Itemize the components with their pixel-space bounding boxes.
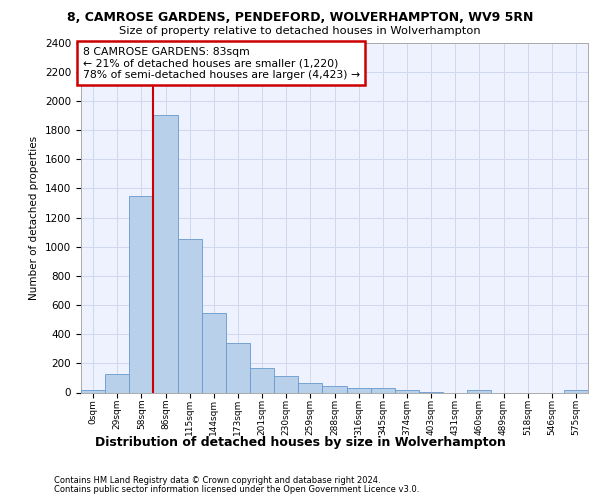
- Text: Distribution of detached houses by size in Wolverhampton: Distribution of detached houses by size …: [95, 436, 505, 449]
- Y-axis label: Number of detached properties: Number of detached properties: [29, 136, 40, 300]
- Text: 8 CAMROSE GARDENS: 83sqm
← 21% of detached houses are smaller (1,220)
78% of sem: 8 CAMROSE GARDENS: 83sqm ← 21% of detach…: [83, 47, 360, 80]
- Bar: [395, 390, 419, 392]
- Bar: [467, 390, 491, 392]
- Bar: [226, 343, 250, 392]
- Bar: [105, 374, 129, 392]
- Bar: [371, 388, 395, 392]
- Bar: [322, 386, 347, 392]
- Bar: [129, 196, 154, 392]
- Text: Size of property relative to detached houses in Wolverhampton: Size of property relative to detached ho…: [119, 26, 481, 36]
- Text: 8, CAMROSE GARDENS, PENDEFORD, WOLVERHAMPTON, WV9 5RN: 8, CAMROSE GARDENS, PENDEFORD, WOLVERHAM…: [67, 11, 533, 24]
- Bar: [274, 376, 298, 392]
- Bar: [347, 388, 371, 392]
- Bar: [250, 368, 274, 392]
- Bar: [202, 313, 226, 392]
- Bar: [298, 383, 322, 392]
- Text: Contains HM Land Registry data © Crown copyright and database right 2024.: Contains HM Land Registry data © Crown c…: [54, 476, 380, 485]
- Text: Contains public sector information licensed under the Open Government Licence v3: Contains public sector information licen…: [54, 484, 419, 494]
- Bar: [564, 390, 588, 392]
- Bar: [154, 116, 178, 392]
- Bar: [81, 390, 105, 392]
- Bar: [178, 240, 202, 392]
